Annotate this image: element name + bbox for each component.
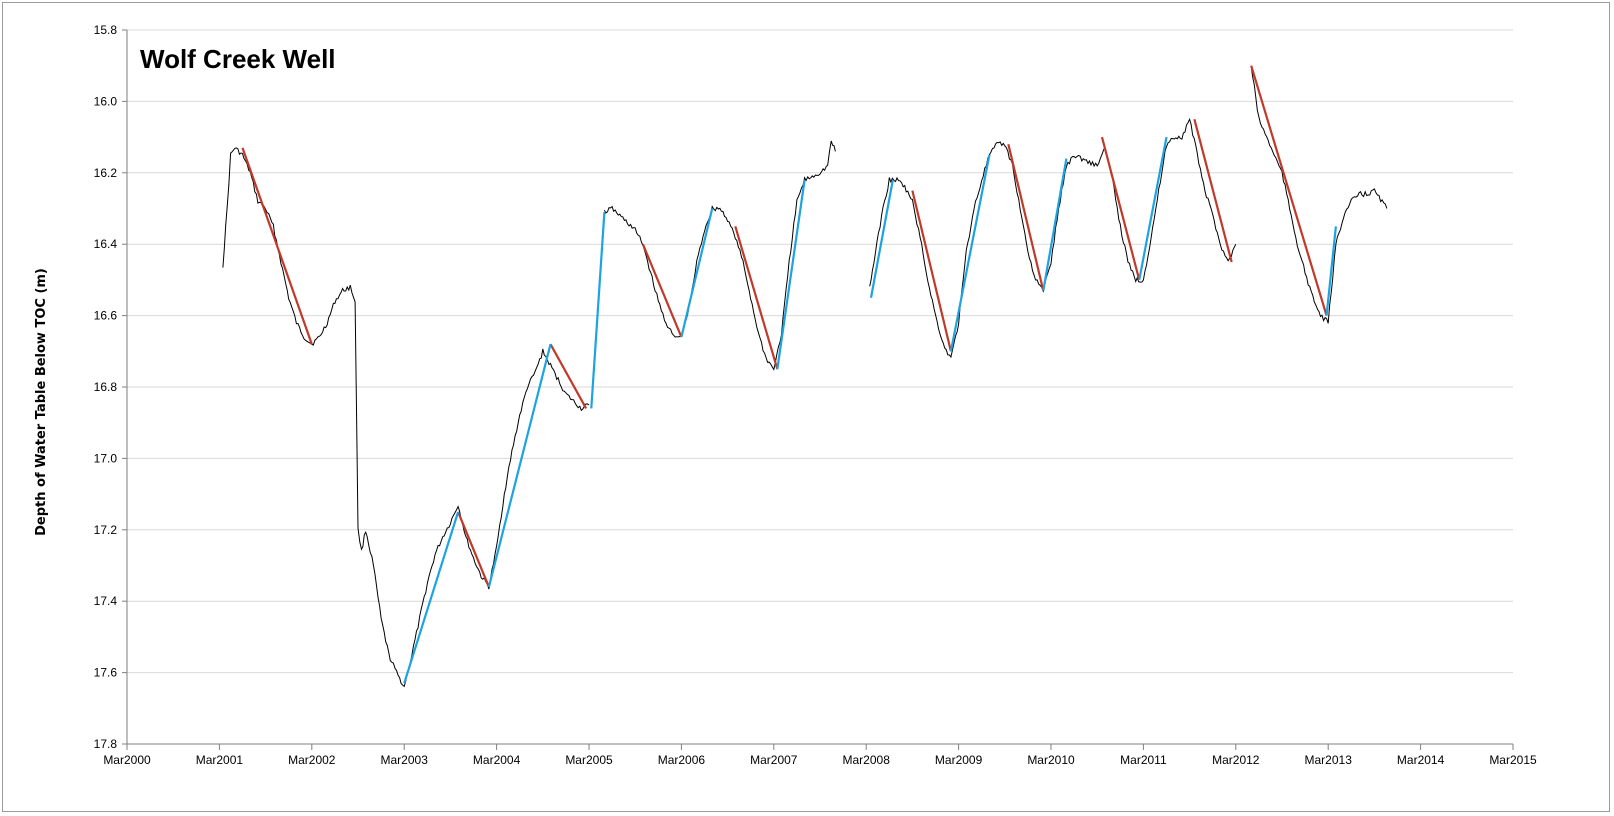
observed-depth-line	[869, 118, 1237, 359]
recession-trend-line	[549, 343, 588, 409]
x-tick-label: Mar2013	[1305, 753, 1353, 767]
x-tick-label: Mar2011	[1120, 753, 1167, 767]
chart-title: Wolf Creek Well	[140, 44, 336, 74]
recession-trend-line	[457, 511, 490, 588]
y-tick-label: 16.8	[94, 380, 118, 394]
recovery-trend-line	[1138, 136, 1168, 281]
x-tick-label: Mar2007	[750, 753, 798, 767]
y-tick-label: 17.6	[94, 666, 118, 680]
x-tick-label: Mar2009	[935, 753, 983, 767]
recovery-trend-line	[403, 511, 460, 684]
y-tick-label: 16.2	[94, 166, 118, 180]
recession-trend-line	[1193, 118, 1233, 263]
y-axis-label: Depth of Water Table Below TOC (m)	[34, 268, 49, 536]
x-tick-label: Mar2004	[473, 753, 521, 767]
x-tick-label: Mar2012	[1212, 753, 1260, 767]
x-tick-label: Mar2000	[103, 753, 151, 767]
y-tick-label: 16.4	[94, 237, 118, 251]
y-tick-label: 16.0	[94, 94, 118, 108]
recession-trend-line	[641, 243, 683, 338]
recession-trend-line	[1250, 65, 1328, 316]
recession-trend-line	[1007, 143, 1045, 291]
recession-trend-line	[1100, 136, 1141, 281]
axes: 15.8 16.0 16.2 16.4 16.6 16.8 17.0 17.2 17.4 17.6…	[94, 23, 1537, 767]
y-tick-label: 17.2	[94, 523, 118, 537]
y-tick-label: 16.6	[94, 309, 118, 323]
observed-depth-line	[222, 147, 590, 688]
observed-depth-line	[603, 140, 836, 371]
observed-depth-line	[1250, 66, 1388, 324]
x-tick-label: Mar2005	[565, 753, 613, 767]
x-tick-label: Mar2003	[381, 753, 429, 767]
x-tick-label: Mar2015	[1489, 753, 1537, 767]
x-tick-label: Mar2008	[843, 753, 891, 767]
recession-trend-line	[911, 190, 952, 352]
recovery-trend-line	[590, 211, 606, 409]
y-tick-label: 17.4	[94, 594, 118, 608]
recovery-trend-line	[776, 179, 806, 370]
x-tick-label: Mar2002	[288, 753, 336, 767]
series	[222, 65, 1388, 688]
y-tick-label: 17.0	[94, 451, 118, 465]
x-tick-label: Mar2006	[658, 753, 706, 767]
x-tick-label: Mar2010	[1027, 753, 1075, 767]
recession-trend-line	[241, 147, 313, 345]
recovery-trend-line	[949, 154, 991, 352]
x-tick-label: Mar2001	[196, 753, 244, 767]
gridlines	[127, 29, 1513, 674]
x-tick-label: Mar2014	[1397, 753, 1445, 767]
recovery-trend-line	[869, 179, 894, 298]
y-tick-label: 17.8	[94, 737, 118, 751]
recovery-trend-line	[1325, 226, 1337, 316]
y-tick-label: 15.8	[94, 23, 118, 37]
recovery-trend-line	[680, 208, 714, 338]
recession-trend-line	[734, 226, 779, 370]
recovery-trend-line	[487, 343, 552, 588]
recovery-trend-line	[1042, 158, 1068, 291]
